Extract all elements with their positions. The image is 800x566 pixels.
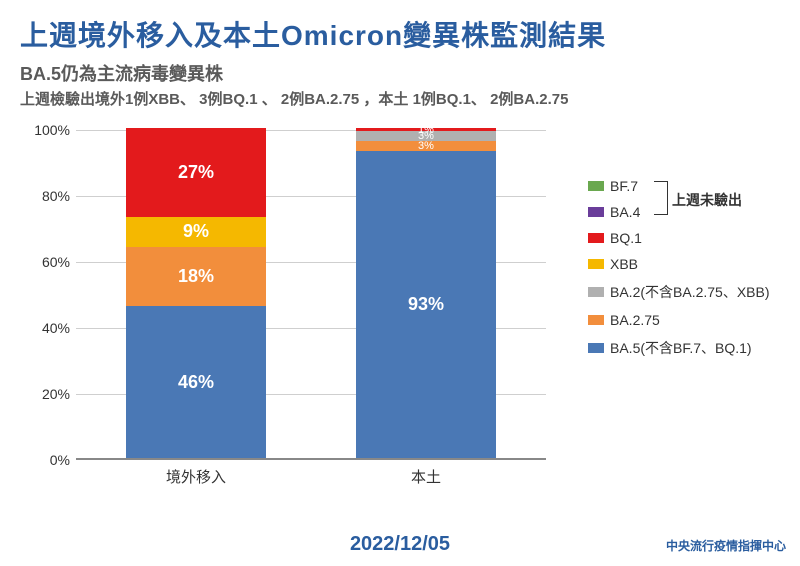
legend-label: BA.4 <box>610 204 640 220</box>
legend-swatch <box>588 259 604 269</box>
y-tick-label: 60% <box>20 254 70 270</box>
legend-swatch <box>588 343 604 353</box>
segment-label: 46% <box>178 372 214 393</box>
legend-label: BQ.1 <box>610 230 642 246</box>
bar-group: 46% 18% 9% 27% <box>126 128 266 458</box>
page-title: 上週境外移入及本土Omicron變異株監測結果 <box>20 14 780 54</box>
segment-label: 1% <box>418 124 434 136</box>
bar-segment: 93% <box>356 151 496 458</box>
legend-swatch <box>588 287 604 297</box>
legend-item: BA.2.75 <box>588 312 793 328</box>
bar-segment: 27% <box>126 128 266 217</box>
bracket-note: 上週未驗出 <box>672 190 742 210</box>
y-tick-label: 100% <box>20 122 70 138</box>
bar-segment: 3% <box>356 141 496 151</box>
bar-group: 93%3%3%1% <box>356 128 496 458</box>
legend-item: XBB <box>588 256 793 272</box>
x-category-label: 境外移入 <box>126 466 266 487</box>
x-category-label: 本土 <box>356 466 496 487</box>
chart: 0%20%40%60%80%100% 46%18%9%27%93%3%3%1% … <box>20 130 560 500</box>
segment-label: 9% <box>183 221 209 242</box>
y-tick-label: 0% <box>20 452 70 468</box>
bar-segment: 1% <box>356 128 496 131</box>
header: 上週境外移入及本土Omicron變異株監測結果 BA.5仍為主流病毒變異株 上週… <box>0 0 800 113</box>
subtitle-detail: 上週檢驗出境外1例XBB、 3例BQ.1 、 2例BA.2.75 ，本土 1例B… <box>20 88 780 109</box>
legend-item: BA.2(不含BA.2.75、XBB) <box>588 282 793 302</box>
legend-label: BF.7 <box>610 178 638 194</box>
bracket-icon <box>654 181 668 215</box>
y-tick-label: 40% <box>20 320 70 336</box>
legend-item: BQ.1 <box>588 230 793 246</box>
legend-label: BA.2.75 <box>610 312 660 328</box>
segment-label: 27% <box>178 162 214 183</box>
legend-item: BA.5(不含BF.7、BQ.1) <box>588 338 793 358</box>
y-tick-label: 20% <box>20 386 70 402</box>
legend-swatch <box>588 233 604 243</box>
bar-segment: 9% <box>126 217 266 247</box>
plot-area: 46%18%9%27%93%3%3%1% <box>76 130 546 460</box>
legend-swatch <box>588 181 604 191</box>
y-tick-label: 80% <box>20 188 70 204</box>
bar-segment: 18% <box>126 247 266 306</box>
legend-label: BA.5(不含BF.7、BQ.1) <box>610 338 752 358</box>
subtitle-main: BA.5仍為主流病毒變異株 <box>20 60 780 86</box>
legend-label: XBB <box>610 256 638 272</box>
source-label: 中央流行疫情指揮中心 <box>666 537 786 554</box>
legend-label: BA.2(不含BA.2.75、XBB) <box>610 282 770 302</box>
segment-label: 18% <box>178 266 214 287</box>
segment-label: 93% <box>408 294 444 315</box>
legend-swatch <box>588 315 604 325</box>
bar-segment: 46% <box>126 306 266 458</box>
legend-swatch <box>588 207 604 217</box>
